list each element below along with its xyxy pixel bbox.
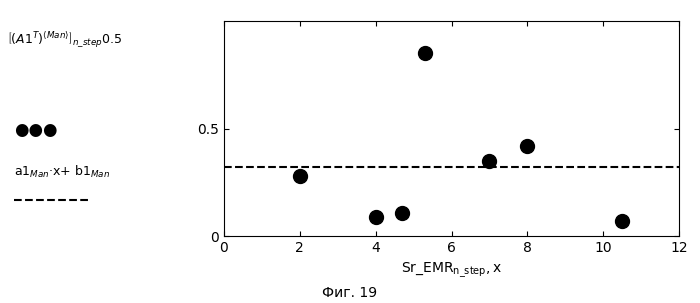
Point: [370, 215, 382, 219]
Point: [397, 210, 408, 215]
Text: $\left[\left(A1^{T}\right)^{\langle Man\rangle}\right]_{n\_step}$0.5: $\left[\left(A1^{T}\right)^{\langle Man\…: [7, 30, 122, 50]
Text: a1$_{Man}$·x+ b1$_{Man}$: a1$_{Man}$·x+ b1$_{Man}$: [14, 164, 110, 180]
Point: [419, 51, 430, 56]
Point: [617, 219, 628, 224]
Point: [484, 159, 495, 164]
Point: [522, 144, 533, 148]
X-axis label: Sr_EMR$_{\mathregular{n\_step}}$, x: Sr_EMR$_{\mathregular{n\_step}}$, x: [401, 261, 502, 280]
Text: Фиг. 19: Фиг. 19: [323, 286, 377, 300]
Point: [294, 174, 305, 178]
Text: ●●●: ●●●: [14, 121, 57, 139]
